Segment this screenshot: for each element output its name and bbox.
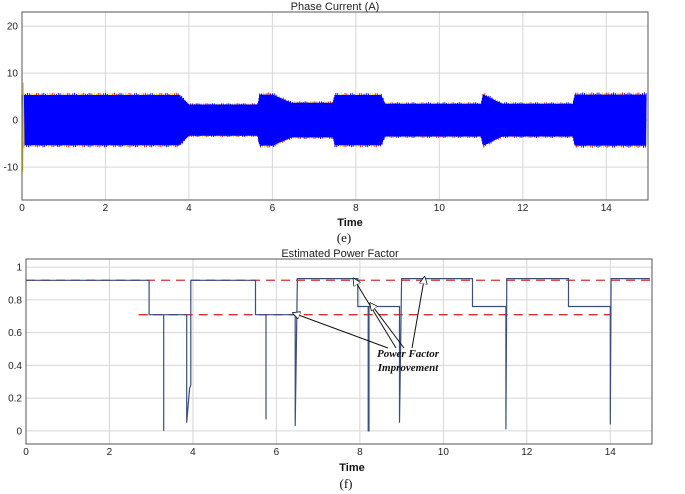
power-factor-x-ticks: 0 2 4 6 8 10 12 14 (23, 447, 616, 458)
power-factor-plot-border (25, 258, 653, 445)
power-factor-x-tick-label: 4 (190, 447, 196, 458)
annotation-arrows (293, 277, 425, 349)
phase-current-plot-border (21, 11, 649, 201)
power-factor-y-tick-label: 0.6 (8, 328, 22, 339)
power-factor-x-tick-label: 2 (107, 447, 113, 458)
annotation-line-1: Power Factor (377, 348, 440, 360)
phase-current-x-tick-label: 12 (517, 203, 529, 214)
phase-current-waveform (21, 82, 647, 172)
power-factor-y-ticks: 1 0.8 0.6 0.4 0.2 0 (8, 263, 22, 438)
power-factor-line (26, 278, 650, 432)
phase-current-x-tick-label: 10 (434, 203, 446, 214)
phase-current-caption: (e) (337, 230, 351, 245)
phase-current-chart: Phase Current (A) 0 2 4 6 8 10 12 14 20 10 0 -10 T… (4, 1, 649, 245)
power-factor-x-tick-label: 12 (521, 447, 533, 458)
power-factor-y-tick-label: 0 (16, 426, 22, 437)
phase-current-x-ticks: 0 2 4 6 8 10 12 14 (19, 203, 612, 214)
phase-current-y-tick-label: 10 (7, 69, 19, 80)
power-factor-x-tick-label: 10 (438, 447, 450, 458)
annotation-line-2: Improvement (377, 362, 439, 374)
phase-current-x-tick-label: 14 (601, 203, 613, 214)
power-factor-x-tick-label: 14 (605, 447, 617, 458)
power-factor-y-tick-label: 0.8 (8, 295, 22, 306)
power-factor-reference-lines (26, 279, 650, 316)
power-factor-series (26, 278, 650, 432)
power-factor-y-tick-label: 0.4 (8, 361, 22, 372)
power-factor-y-tick-label: 1 (16, 263, 22, 274)
phase-current-y-tick-label: 0 (12, 116, 18, 127)
power-factor-x-label: Time (339, 462, 364, 474)
annotation-arrow (354, 279, 397, 349)
phase-current-x-tick-label: 2 (103, 203, 109, 214)
phase-current-x-tick-label: 8 (353, 203, 359, 214)
annotation-arrow (411, 277, 425, 349)
phase-current-x-tick-label: 4 (186, 203, 192, 214)
power-factor-x-tick-label: 8 (357, 447, 363, 458)
annotation-arrow (293, 313, 389, 349)
phase-current-dense-band (21, 94, 647, 146)
power-factor-title: Estimated Power Factor (281, 248, 399, 260)
phase-current-x-tick-label: 0 (19, 203, 25, 214)
power-factor-y-tick-label: 0.2 (8, 394, 22, 405)
phase-current-x-tick-label: 6 (270, 203, 276, 214)
power-factor-plot-area (25, 258, 653, 445)
power-factor-chart: Estimated Power Factor 0 2 4 6 8 10 12 14 1 0.8 0… (8, 248, 653, 491)
phase-current-y-tick-label: -10 (4, 163, 19, 174)
phase-current-x-label: Time (337, 217, 362, 229)
power-factor-caption: (f) (340, 476, 353, 491)
power-factor-x-tick-label: 6 (274, 447, 280, 458)
phase-current-y-tick-label: 20 (7, 22, 19, 33)
power-factor-x-tick-label: 0 (23, 447, 29, 458)
annotation-arrow (370, 303, 405, 349)
power-factor-grid (26, 259, 652, 444)
phase-current-title: Phase Current (A) (291, 1, 380, 13)
phase-current-y-ticks: 20 10 0 -10 (4, 22, 19, 174)
